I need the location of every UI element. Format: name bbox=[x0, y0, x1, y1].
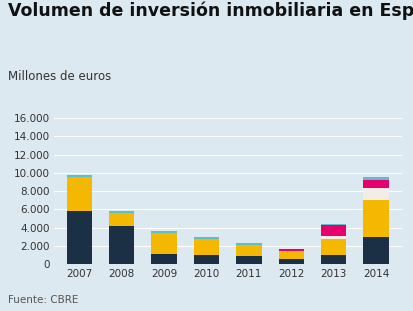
Bar bbox=[320, 225, 346, 236]
Bar bbox=[235, 243, 261, 245]
Text: Volumen de inversión inmobiliaria en España: Volumen de inversión inmobiliaria en Esp… bbox=[8, 2, 413, 20]
Bar bbox=[151, 254, 176, 264]
Bar bbox=[363, 200, 388, 237]
Bar bbox=[363, 188, 388, 200]
Bar bbox=[320, 255, 346, 264]
Bar bbox=[235, 245, 261, 256]
Text: Fuente: CBRE: Fuente: CBRE bbox=[8, 295, 78, 305]
Bar bbox=[278, 251, 303, 259]
Bar bbox=[193, 239, 219, 255]
Bar bbox=[320, 239, 346, 255]
Bar bbox=[235, 256, 261, 264]
Bar bbox=[109, 226, 134, 264]
Bar bbox=[278, 249, 303, 251]
Bar bbox=[109, 213, 134, 226]
Bar bbox=[66, 175, 92, 178]
Bar bbox=[193, 255, 219, 264]
Bar bbox=[363, 237, 388, 264]
Bar bbox=[151, 233, 176, 254]
Bar bbox=[320, 236, 346, 239]
Text: Millones de euros: Millones de euros bbox=[8, 70, 111, 83]
Bar bbox=[320, 224, 346, 225]
Bar bbox=[151, 231, 176, 233]
Bar bbox=[193, 237, 219, 239]
Bar bbox=[66, 178, 92, 211]
Bar bbox=[66, 211, 92, 264]
Bar bbox=[278, 259, 303, 264]
Bar bbox=[363, 178, 388, 180]
Bar bbox=[109, 211, 134, 213]
Bar bbox=[363, 180, 388, 188]
